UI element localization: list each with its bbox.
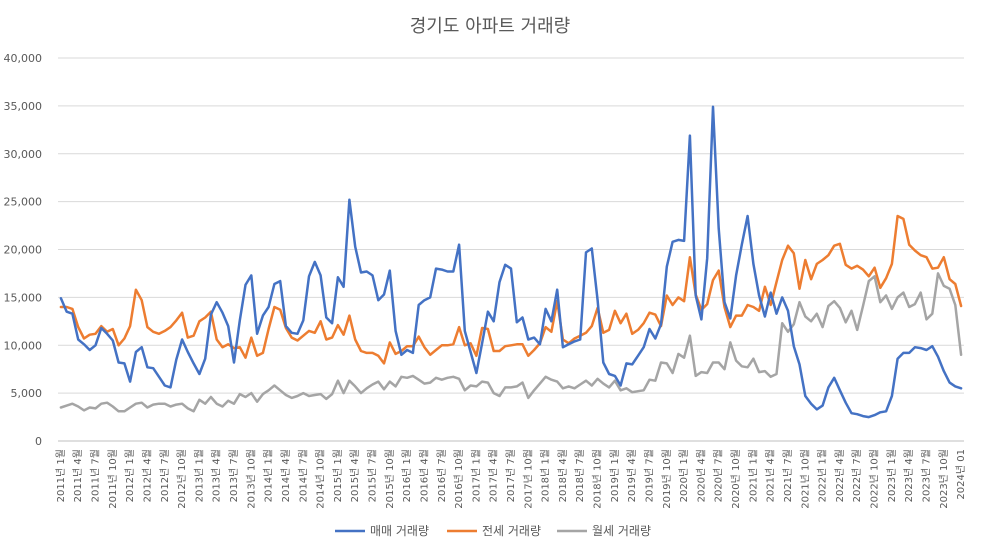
x-tick-label: 2011년 10월 — [107, 449, 119, 509]
x-tick-label: 2014년 4월 — [280, 449, 292, 502]
x-tick-label: 2012년 4월 — [141, 449, 153, 502]
x-tick-label: 2018년 10월 — [592, 449, 604, 509]
x-tick-label: 2019년 1월 — [609, 449, 621, 502]
x-tick-label: 2016년 7월 — [436, 449, 448, 502]
y-tick-label: 0 — [35, 435, 42, 448]
x-tick-label: 2022년 4월 — [834, 449, 846, 502]
x-tick-label: 2013년 4월 — [211, 449, 223, 502]
x-tick-label: 2015년 4월 — [349, 449, 361, 502]
x-tick-label: 2021년 7월 — [782, 449, 794, 502]
series-lines — [59, 105, 963, 419]
x-tick-label: 2023년 10월 — [938, 449, 950, 509]
x-tick-label: 2020년 7월 — [713, 449, 725, 502]
x-tick-label: 2012년 7월 — [159, 449, 171, 502]
x-tick-label: 2018년 1월 — [540, 449, 552, 502]
x-tick-label: 2011년 7월 — [90, 449, 102, 502]
x-tick-label: 2014년 7월 — [297, 449, 309, 502]
y-tick-label: 5,000 — [11, 387, 43, 400]
x-tick-label: 2020년 10월 — [730, 449, 742, 509]
x-tick-label: 2016년 4월 — [418, 449, 430, 502]
series-line — [59, 105, 963, 419]
x-tick-label: 2019년 10월 — [661, 449, 673, 509]
gridlines — [58, 57, 964, 442]
y-tick-label: 30,000 — [4, 148, 43, 161]
x-tick-label: 2021년 1월 — [747, 449, 759, 502]
y-tick-label: 20,000 — [4, 244, 43, 257]
y-axis-ticks: 0 5,000 10,000 15,000 20,000 25,000 30,000 35,0… — [4, 52, 43, 448]
x-tick-label: 2013년 7월 — [228, 449, 240, 502]
x-tick-label: 2022년 1월 — [817, 449, 829, 502]
x-tick-label: 2017년 1월 — [470, 449, 482, 502]
x-axis-ticks: 2011년 1월 2011년 4월 2011년 7월 2011년 10월 2012년 1… — [55, 449, 967, 509]
y-tick-label: 35,000 — [4, 100, 43, 113]
x-tick-label: 2015년 7월 — [367, 449, 379, 502]
legend-label: 월세 거래량 — [592, 524, 651, 538]
y-tick-label: 10,000 — [4, 339, 43, 352]
x-tick-label: 2016년 10월 — [453, 449, 465, 509]
x-tick-label: 2015년 10월 — [384, 449, 396, 509]
x-tick-label: 2018년 4월 — [557, 449, 569, 502]
x-tick-label: 2014년 10월 — [315, 449, 327, 509]
x-tick-label: 2012년 10월 — [176, 449, 188, 509]
legend-label: 전세 거래량 — [482, 524, 541, 538]
x-tick-label: 2022년 10월 — [869, 449, 881, 509]
chart-title: 경기도 아파트 거래량 — [410, 16, 570, 37]
x-tick-label: 2023년 7월 — [920, 449, 932, 502]
x-tick-label: 2012년 1월 — [124, 449, 136, 502]
x-tick-label: 2023년 1월 — [886, 449, 898, 502]
series-line — [59, 272, 963, 413]
x-tick-label: 2021년 4월 — [765, 449, 777, 502]
legend: 매매 거래량 전세 거래량 월세 거래량 — [335, 524, 651, 538]
x-tick-label: 2022년 7월 — [851, 449, 863, 502]
legend-label: 매매 거래량 — [370, 524, 429, 538]
x-tick-label: 2021년 10월 — [799, 449, 811, 509]
y-tick-label: 15,000 — [4, 291, 43, 304]
y-tick-label: 25,000 — [4, 196, 43, 209]
x-tick-label: 2011년 4월 — [72, 449, 84, 502]
x-tick-label: 2019년 7월 — [643, 449, 655, 502]
x-tick-label: 2013년 10월 — [245, 449, 257, 509]
x-tick-label: 2015년 1월 — [332, 449, 344, 502]
x-tick-label: 2017년 7월 — [505, 449, 517, 502]
x-tick-label: 2013년 1월 — [193, 449, 205, 502]
x-tick-label: 2011년 1월 — [55, 449, 67, 502]
x-tick-label: 2017년 10월 — [522, 449, 534, 509]
x-tick-label: 2023년 4월 — [903, 449, 915, 502]
x-tick-label: 2019년 4월 — [626, 449, 638, 502]
series-line — [59, 214, 963, 365]
x-tick-label: 2020년 1월 — [678, 449, 690, 502]
x-tick-label: 2020년 4월 — [695, 449, 707, 502]
x-tick-label: 2018년 7월 — [574, 449, 586, 502]
x-tick-label: 2017년 4월 — [488, 449, 500, 502]
x-tick-label: 2014년 1월 — [263, 449, 275, 502]
x-tick-label: 2024년 01 — [955, 449, 967, 500]
x-tick-label: 2016년 1월 — [401, 449, 413, 502]
y-tick-label: 40,000 — [4, 52, 43, 65]
